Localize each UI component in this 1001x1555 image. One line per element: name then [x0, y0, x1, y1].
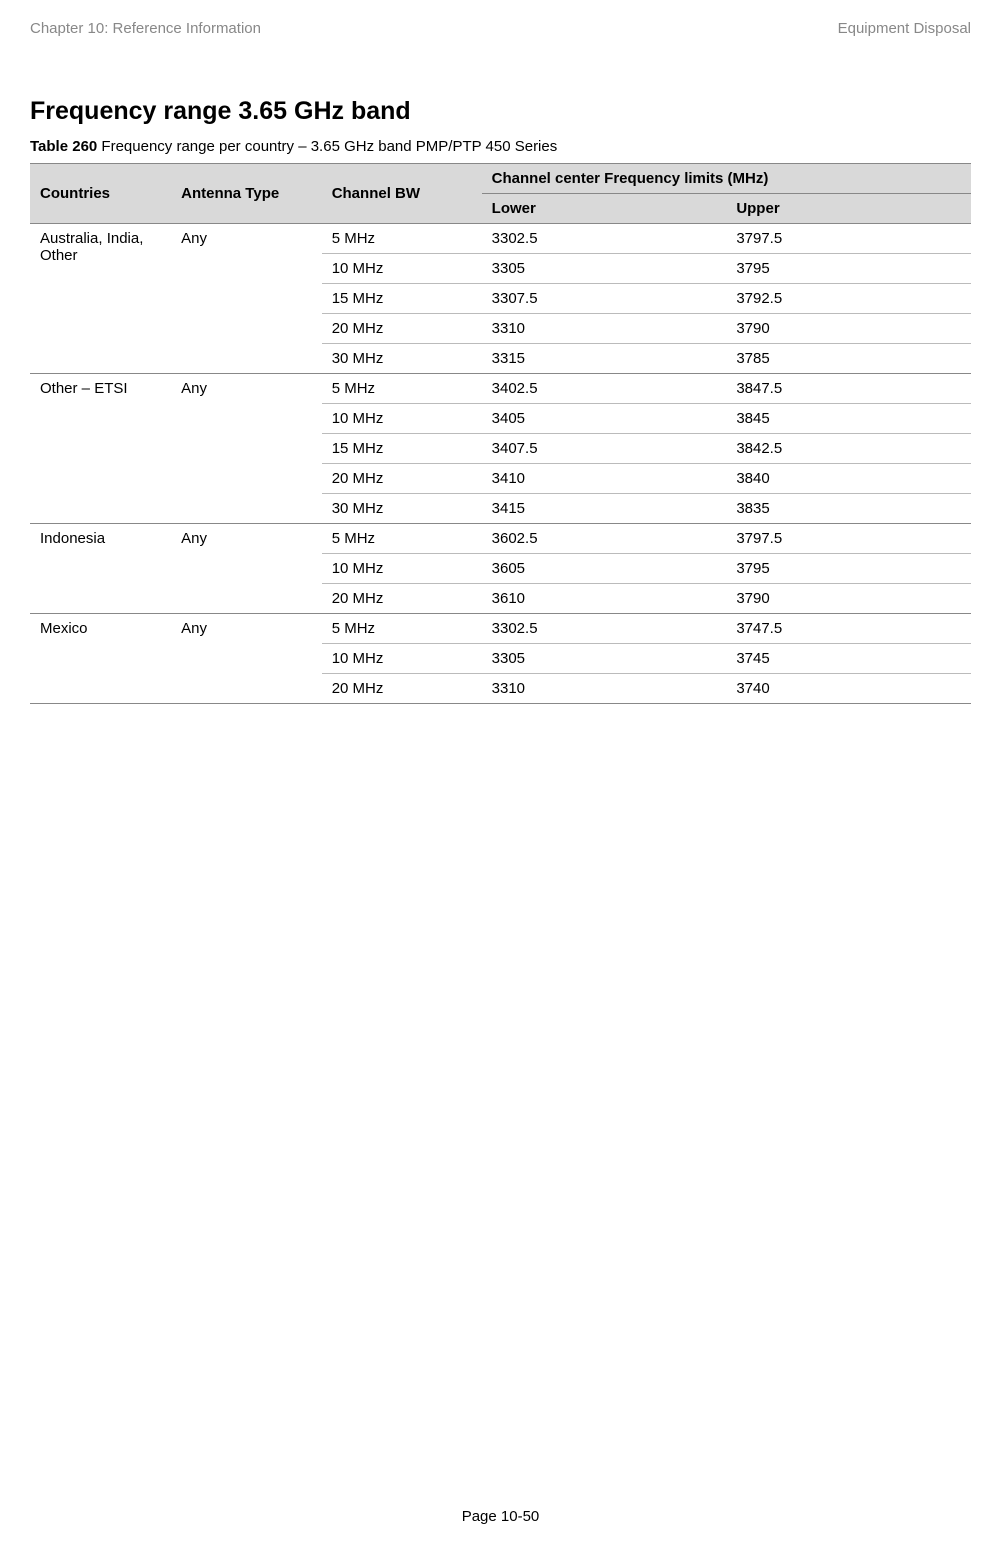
cell-bw: 10 MHz: [322, 404, 482, 434]
cell-upper: 3792.5: [726, 284, 971, 314]
cell-country: Other – ETSI: [30, 374, 171, 524]
cell-bw: 20 MHz: [322, 464, 482, 494]
cell-upper: 3795: [726, 554, 971, 584]
page-footer: Page 10-50: [0, 1508, 1001, 1525]
cell-upper: 3797.5: [726, 524, 971, 554]
cell-antenna: Any: [171, 524, 322, 614]
cell-upper: 3840: [726, 464, 971, 494]
cell-lower: 3410: [482, 464, 727, 494]
hdr-countries: Countries: [30, 164, 171, 224]
cell-bw: 30 MHz: [322, 344, 482, 374]
cell-bw: 5 MHz: [322, 524, 482, 554]
cell-upper: 3795: [726, 254, 971, 284]
table-row: Other – ETSIAny5 MHz3402.53847.5: [30, 374, 971, 404]
cell-bw: 15 MHz: [322, 284, 482, 314]
cell-country: Indonesia: [30, 524, 171, 614]
cell-upper: 3790: [726, 584, 971, 614]
hdr-bw: Channel BW: [322, 164, 482, 224]
cell-country: Australia, India, Other: [30, 224, 171, 374]
cell-upper: 3785: [726, 344, 971, 374]
hdr-antenna: Antenna Type: [171, 164, 322, 224]
table-number: Table 260: [30, 138, 97, 155]
cell-antenna: Any: [171, 374, 322, 524]
cell-bw: 10 MHz: [322, 254, 482, 284]
page-header: Chapter 10: Reference Information Equipm…: [30, 20, 971, 37]
hdr-lower: Lower: [482, 194, 727, 224]
cell-upper: 3747.5: [726, 614, 971, 644]
cell-upper: 3740: [726, 674, 971, 704]
cell-lower: 3302.5: [482, 614, 727, 644]
cell-upper: 3845: [726, 404, 971, 434]
cell-upper: 3797.5: [726, 224, 971, 254]
cell-lower: 3405: [482, 404, 727, 434]
hdr-upper: Upper: [726, 194, 971, 224]
cell-bw: 20 MHz: [322, 584, 482, 614]
cell-lower: 3310: [482, 314, 727, 344]
table-row: MexicoAny5 MHz3302.53747.5: [30, 614, 971, 644]
frequency-table-body: Australia, India, OtherAny5 MHz3302.5379…: [30, 224, 971, 704]
cell-lower: 3415: [482, 494, 727, 524]
cell-upper: 3847.5: [726, 374, 971, 404]
header-right: Equipment Disposal: [838, 20, 971, 37]
cell-lower: 3305: [482, 254, 727, 284]
table-caption-text: Frequency range per country – 3.65 GHz b…: [97, 138, 557, 155]
cell-bw: 15 MHz: [322, 434, 482, 464]
cell-lower: 3610: [482, 584, 727, 614]
cell-lower: 3407.5: [482, 434, 727, 464]
section-title: Frequency range 3.65 GHz band: [30, 97, 971, 126]
cell-antenna: Any: [171, 224, 322, 374]
cell-lower: 3602.5: [482, 524, 727, 554]
header-left: Chapter 10: Reference Information: [30, 20, 261, 37]
cell-lower: 3307.5: [482, 284, 727, 314]
cell-bw: 5 MHz: [322, 614, 482, 644]
cell-bw: 10 MHz: [322, 644, 482, 674]
cell-lower: 3315: [482, 344, 727, 374]
cell-bw: 5 MHz: [322, 224, 482, 254]
hdr-limits: Channel center Frequency limits (MHz): [482, 164, 971, 194]
cell-upper: 3745: [726, 644, 971, 674]
cell-upper: 3842.5: [726, 434, 971, 464]
table-caption: Table 260 Frequency range per country – …: [30, 138, 971, 155]
cell-bw: 20 MHz: [322, 314, 482, 344]
cell-lower: 3302.5: [482, 224, 727, 254]
cell-lower: 3310: [482, 674, 727, 704]
cell-antenna: Any: [171, 614, 322, 704]
cell-lower: 3305: [482, 644, 727, 674]
cell-upper: 3790: [726, 314, 971, 344]
table-row: IndonesiaAny5 MHz3602.53797.5: [30, 524, 971, 554]
table-row: Australia, India, OtherAny5 MHz3302.5379…: [30, 224, 971, 254]
cell-bw: 5 MHz: [322, 374, 482, 404]
cell-upper: 3835: [726, 494, 971, 524]
cell-lower: 3605: [482, 554, 727, 584]
cell-bw: 10 MHz: [322, 554, 482, 584]
cell-lower: 3402.5: [482, 374, 727, 404]
cell-bw: 30 MHz: [322, 494, 482, 524]
frequency-table: Countries Antenna Type Channel BW Channe…: [30, 163, 971, 704]
cell-bw: 20 MHz: [322, 674, 482, 704]
cell-country: Mexico: [30, 614, 171, 704]
